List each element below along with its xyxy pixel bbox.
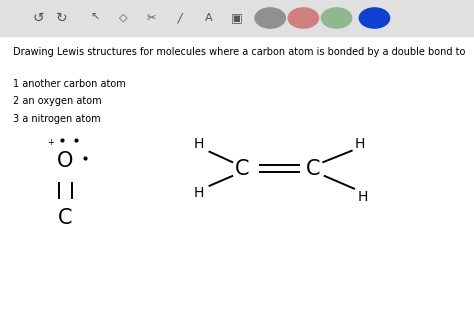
Text: +: +	[47, 138, 54, 147]
Circle shape	[255, 8, 285, 28]
Text: O: O	[57, 151, 73, 171]
Circle shape	[288, 8, 319, 28]
Text: C: C	[58, 208, 73, 228]
Text: ↖: ↖	[90, 13, 100, 23]
Circle shape	[359, 8, 390, 28]
Text: 2 an oxygen atom: 2 an oxygen atom	[13, 96, 102, 106]
Bar	[0, 0, 474, 36]
Text: ◇: ◇	[119, 13, 128, 23]
Text: 3 a nitrogen atom: 3 a nitrogen atom	[13, 113, 101, 124]
Text: 1 another carbon atom: 1 another carbon atom	[13, 79, 126, 89]
Text: H: H	[355, 137, 365, 151]
Circle shape	[321, 8, 352, 28]
Text: /: /	[178, 11, 182, 25]
Text: ▣: ▣	[231, 11, 243, 25]
Text: ✂: ✂	[147, 13, 156, 23]
Text: A: A	[205, 13, 212, 23]
Text: Drawing Lewis structures for molecules where a carbon atom is bonded by a double: Drawing Lewis structures for molecules w…	[13, 47, 465, 57]
Text: ↺: ↺	[32, 11, 44, 25]
Text: C: C	[306, 159, 320, 179]
Text: H: H	[194, 137, 204, 151]
Text: H: H	[194, 186, 204, 200]
Text: ↻: ↻	[56, 11, 67, 25]
Text: C: C	[235, 159, 249, 179]
Text: H: H	[357, 190, 368, 204]
